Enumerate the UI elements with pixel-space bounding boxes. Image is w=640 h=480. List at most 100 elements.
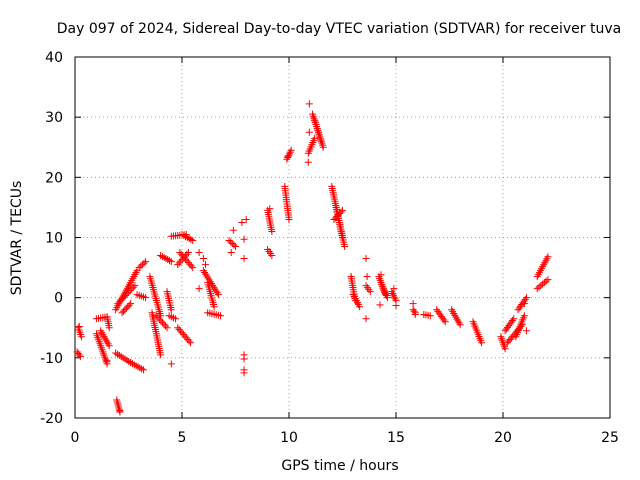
data-point xyxy=(139,366,147,374)
data-point xyxy=(523,327,531,335)
data-point xyxy=(377,271,385,279)
data-point xyxy=(184,335,192,343)
data-point xyxy=(542,277,550,285)
data-point xyxy=(182,334,190,342)
y-tick-label: 20 xyxy=(45,170,63,186)
data-point xyxy=(122,304,130,312)
data-point xyxy=(161,322,169,330)
x-tick-label: 0 xyxy=(71,430,80,446)
data-point xyxy=(174,324,182,332)
data-point xyxy=(138,261,146,269)
data-point xyxy=(383,294,391,302)
data-point xyxy=(508,316,516,324)
data-point xyxy=(210,303,218,311)
data-point xyxy=(390,285,398,293)
data-point xyxy=(158,253,166,261)
data-point xyxy=(539,280,547,288)
y-tick-label: 40 xyxy=(45,50,63,66)
data-point xyxy=(179,330,187,338)
data-point xyxy=(286,148,294,156)
data-point xyxy=(178,329,186,337)
data-point xyxy=(187,236,195,244)
data-point xyxy=(410,307,418,315)
data-point xyxy=(117,296,125,304)
data-point xyxy=(155,315,163,323)
data-point xyxy=(103,357,111,365)
data-point xyxy=(114,300,122,308)
data-point xyxy=(180,231,188,239)
data-point xyxy=(126,287,134,295)
data-point xyxy=(285,215,293,223)
data-point xyxy=(125,288,133,296)
data-point xyxy=(440,316,448,324)
data-point xyxy=(181,332,189,340)
data-point xyxy=(411,311,419,319)
data-point xyxy=(184,259,192,267)
data-point xyxy=(76,353,84,361)
data-point xyxy=(167,360,175,368)
data-point xyxy=(157,317,165,325)
y-tick-label: -20 xyxy=(40,411,63,427)
data-point xyxy=(124,303,132,311)
data-point xyxy=(362,255,370,263)
data-point xyxy=(337,208,345,216)
data-point xyxy=(157,351,165,359)
data-point xyxy=(283,155,291,163)
data-point xyxy=(75,351,83,359)
data-point xyxy=(240,255,248,263)
data-point xyxy=(175,259,183,267)
data-point xyxy=(121,306,129,314)
data-point xyxy=(319,143,327,151)
data-point xyxy=(118,309,126,317)
y-tick-label: 0 xyxy=(54,291,63,307)
data-point xyxy=(122,291,130,299)
x-tick-label: 5 xyxy=(178,430,187,446)
data-markers xyxy=(73,100,552,416)
data-point xyxy=(183,234,191,241)
data-point xyxy=(341,243,349,251)
axis-ticks xyxy=(74,56,611,419)
data-point xyxy=(116,407,124,415)
data-point xyxy=(330,215,338,223)
data-point xyxy=(195,285,203,293)
data-point xyxy=(172,315,180,323)
data-point xyxy=(140,259,148,267)
x-tick-label: 20 xyxy=(494,430,512,446)
y-tick-label: -10 xyxy=(40,351,63,367)
data-point xyxy=(158,319,166,327)
data-point xyxy=(217,312,225,320)
data-point xyxy=(363,273,371,281)
data-point xyxy=(164,256,172,264)
data-point xyxy=(142,258,150,266)
data-point xyxy=(441,318,449,326)
data-point xyxy=(175,325,183,333)
data-point xyxy=(535,283,543,291)
x-tick-label: 10 xyxy=(280,430,298,446)
data-point xyxy=(118,295,126,303)
data-point xyxy=(163,324,171,332)
data-point xyxy=(334,211,342,219)
data-point xyxy=(186,260,194,268)
data-point xyxy=(228,240,236,248)
data-point xyxy=(77,333,85,341)
data-point xyxy=(127,300,135,308)
data-point xyxy=(268,227,276,235)
data-point xyxy=(202,261,210,269)
data-point xyxy=(182,232,190,240)
tick-labels: 0 5 10 15 20 25 -20 -10 0 10 20 30 40 xyxy=(40,50,619,446)
data-point xyxy=(510,315,518,323)
data-point xyxy=(520,300,528,308)
data-point xyxy=(266,205,274,213)
data-point xyxy=(162,255,170,263)
data-point xyxy=(178,255,186,263)
data-point xyxy=(105,342,113,350)
data-point xyxy=(135,264,143,272)
data-point xyxy=(392,301,400,309)
data-point xyxy=(184,249,192,257)
data-point xyxy=(181,252,189,260)
data-point xyxy=(232,243,239,251)
data-point xyxy=(167,258,175,266)
data-point xyxy=(521,295,529,303)
data-point xyxy=(501,345,509,353)
